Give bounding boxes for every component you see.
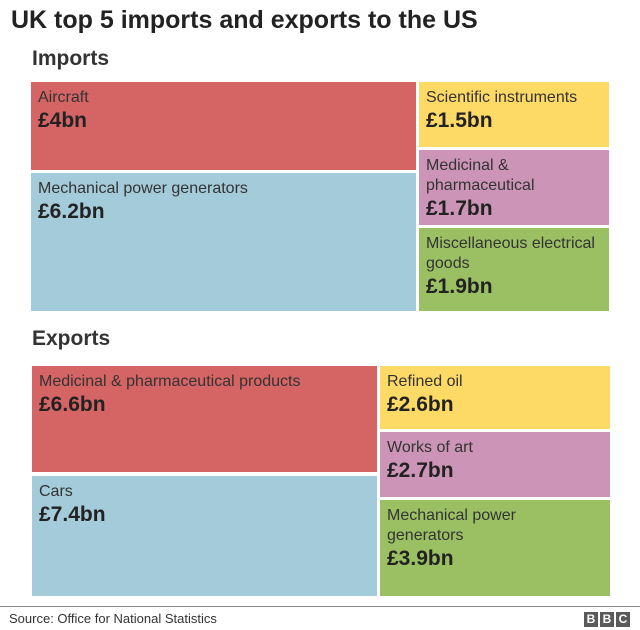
tile-value: £2.6bn bbox=[387, 393, 454, 416]
footer-divider bbox=[0, 606, 640, 607]
tile-label: Medicinal & pharmaceutical bbox=[426, 157, 535, 194]
chart-title: UK top 5 imports and exports to the US bbox=[11, 6, 478, 34]
tile-label: Cars bbox=[39, 483, 73, 500]
treemap-tile-medicinal-pharmaceutical-products: Medicinal & pharmaceutical products £6.6… bbox=[32, 366, 377, 472]
tile-label: Mechanical power generators bbox=[387, 507, 516, 544]
treemap-tile-works-of-art: Works of art £2.7bn bbox=[380, 432, 610, 497]
tile-label: Refined oil bbox=[387, 373, 463, 390]
tile-value: £1.7bn bbox=[426, 197, 493, 220]
tile-value: £7.4bn bbox=[39, 503, 106, 526]
exports-heading: Exports bbox=[32, 327, 111, 350]
tile-value: £6.6bn bbox=[39, 393, 106, 416]
tile-label: Mechanical power generators bbox=[38, 180, 248, 197]
logo-letter: B bbox=[600, 612, 614, 627]
treemap-tile-medicinal-pharmaceutical: Medicinal & pharmaceutical £1.7bn bbox=[419, 150, 609, 225]
treemap-tile-refined-oil: Refined oil £2.6bn bbox=[380, 366, 610, 429]
tile-label: Aircraft bbox=[38, 89, 89, 106]
imports-heading: Imports bbox=[32, 47, 110, 70]
tile-value: £3.9bn bbox=[387, 547, 454, 570]
tile-value: £1.9bn bbox=[426, 275, 493, 298]
bbc-logo: B B C bbox=[584, 612, 630, 627]
logo-letter: C bbox=[616, 612, 630, 627]
treemap-tile-mechanical-power-generators-exports: Mechanical power generators £3.9bn bbox=[380, 500, 610, 596]
treemap-tile-aircraft: Aircraft £4bn bbox=[31, 82, 416, 170]
tile-value: £4bn bbox=[38, 109, 88, 132]
tile-value: £6.2bn bbox=[38, 200, 105, 223]
treemap-tile-scientific-instruments: Scientific instruments £1.5bn bbox=[419, 82, 609, 147]
tile-value: £2.7bn bbox=[387, 459, 454, 482]
tile-label: Scientific instruments bbox=[426, 89, 578, 106]
tile-label: Medicinal & pharmaceutical products bbox=[39, 373, 301, 390]
tile-label: Miscellaneous electrical goods bbox=[426, 235, 595, 272]
tile-label: Works of art bbox=[387, 439, 473, 456]
tile-value: £1.5bn bbox=[426, 109, 493, 132]
logo-letter: B bbox=[584, 612, 598, 627]
treemap-tile-mechanical-power-generators: Mechanical power generators £6.2bn bbox=[31, 173, 416, 311]
treemap-tile-cars: Cars £7.4bn bbox=[32, 476, 377, 596]
source-note: Source: Office for National Statistics bbox=[9, 611, 217, 626]
treemap-tile-misc-electrical-goods: Miscellaneous electrical goods £1.9bn bbox=[419, 228, 609, 311]
